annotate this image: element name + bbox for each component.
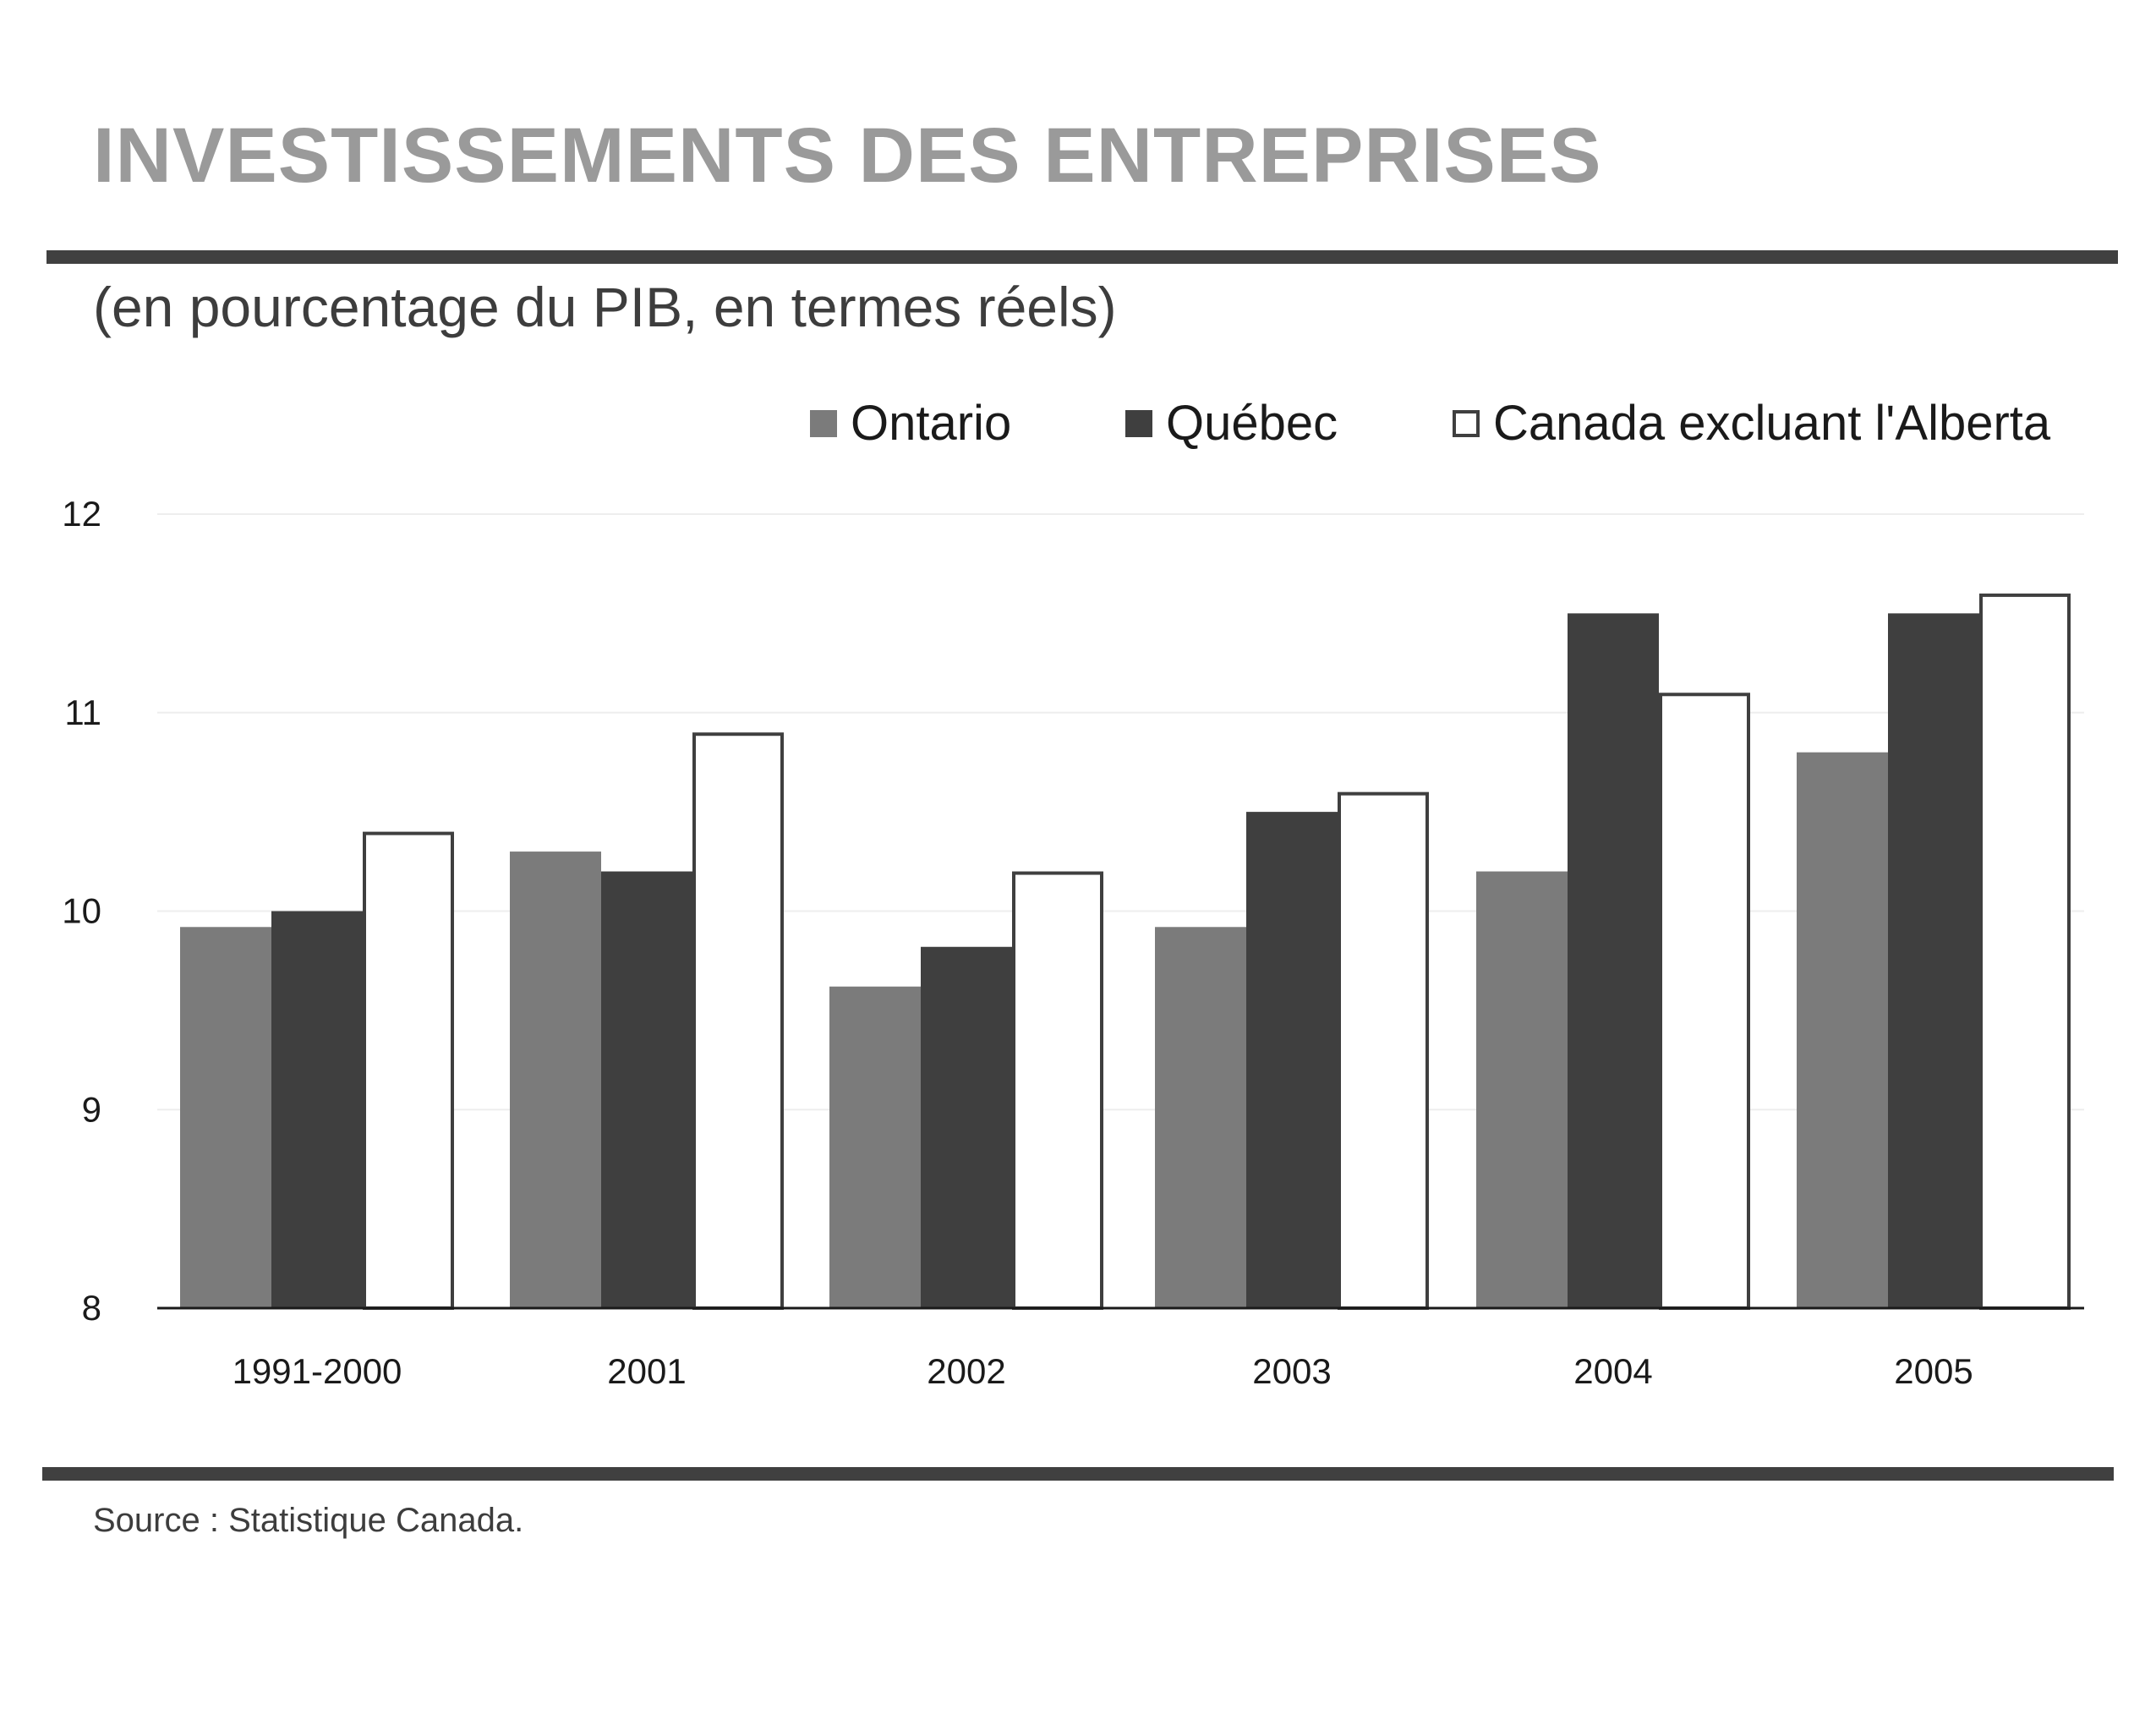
legend-label-quebec: Québec: [1166, 396, 1338, 451]
x-tick-label: 1991-2000: [233, 1351, 402, 1391]
bar-canada-1991-2000: [363, 831, 454, 1310]
y-tick-label: 10: [62, 891, 101, 931]
bar-quebec-2001: [601, 871, 692, 1308]
gridlines: [157, 513, 2084, 1111]
bar-ontario-2004: [1476, 871, 1568, 1308]
chart-title: INVESTISSEMENTS DES ENTREPRISES: [93, 112, 1602, 199]
bar-ontario-1991-2000: [180, 927, 271, 1308]
bar-quebec-1991-2000: [271, 911, 363, 1308]
legend-swatch-quebec: [1125, 410, 1152, 437]
top-divider: [47, 250, 2118, 264]
bar-ontario-2005: [1797, 752, 1888, 1308]
y-tick-label: 11: [64, 693, 101, 732]
x-axis-tick-labels: 1991-2000 2001 2002 2003 2004 2005: [233, 1351, 1973, 1391]
chart-subtitle: (en pourcentage du PIB, en termes réels): [93, 276, 1117, 338]
bar-canada-2003: [1338, 791, 1429, 1310]
x-tick-label: 2004: [1573, 1351, 1652, 1391]
x-tick-label: 2001: [607, 1351, 686, 1391]
y-tick-label: 8: [82, 1288, 101, 1328]
bottom-divider: [42, 1467, 2114, 1481]
bar-canada-2004: [1659, 693, 1750, 1310]
bar-quebec-2002: [921, 946, 1012, 1308]
bars: [180, 593, 2071, 1311]
bar-ontario-2003: [1155, 927, 1246, 1308]
legend-swatch-canada: [1453, 410, 1480, 437]
legend: Ontario Québec Canada excluant l'Alberta: [810, 396, 2051, 451]
legend-label-canada: Canada excluant l'Alberta: [1493, 396, 2051, 451]
bar-canada-2001: [692, 732, 784, 1310]
x-tick-label: 2002: [927, 1351, 1005, 1391]
y-tick-label: 9: [82, 1089, 101, 1129]
bar-canada-2002: [1012, 871, 1103, 1311]
bar-quebec-2003: [1246, 812, 1338, 1308]
legend-label-ontario: Ontario: [851, 396, 1011, 451]
x-tick-label: 2003: [1252, 1351, 1331, 1391]
bar-quebec-2005: [1888, 613, 1979, 1308]
x-tick-label: 2005: [1894, 1351, 1973, 1391]
y-tick-label: 12: [62, 494, 101, 534]
bar-quebec-2004: [1568, 613, 1659, 1308]
y-axis-tick-labels: 8 9 10 11 12: [62, 494, 101, 1328]
source-note: Source : Statistique Canada.: [93, 1502, 524, 1539]
bar-ontario-2001: [510, 852, 601, 1308]
bar-ontario-2002: [829, 986, 921, 1308]
bar-canada-2005: [1979, 593, 2071, 1310]
legend-swatch-ontario: [810, 410, 837, 437]
